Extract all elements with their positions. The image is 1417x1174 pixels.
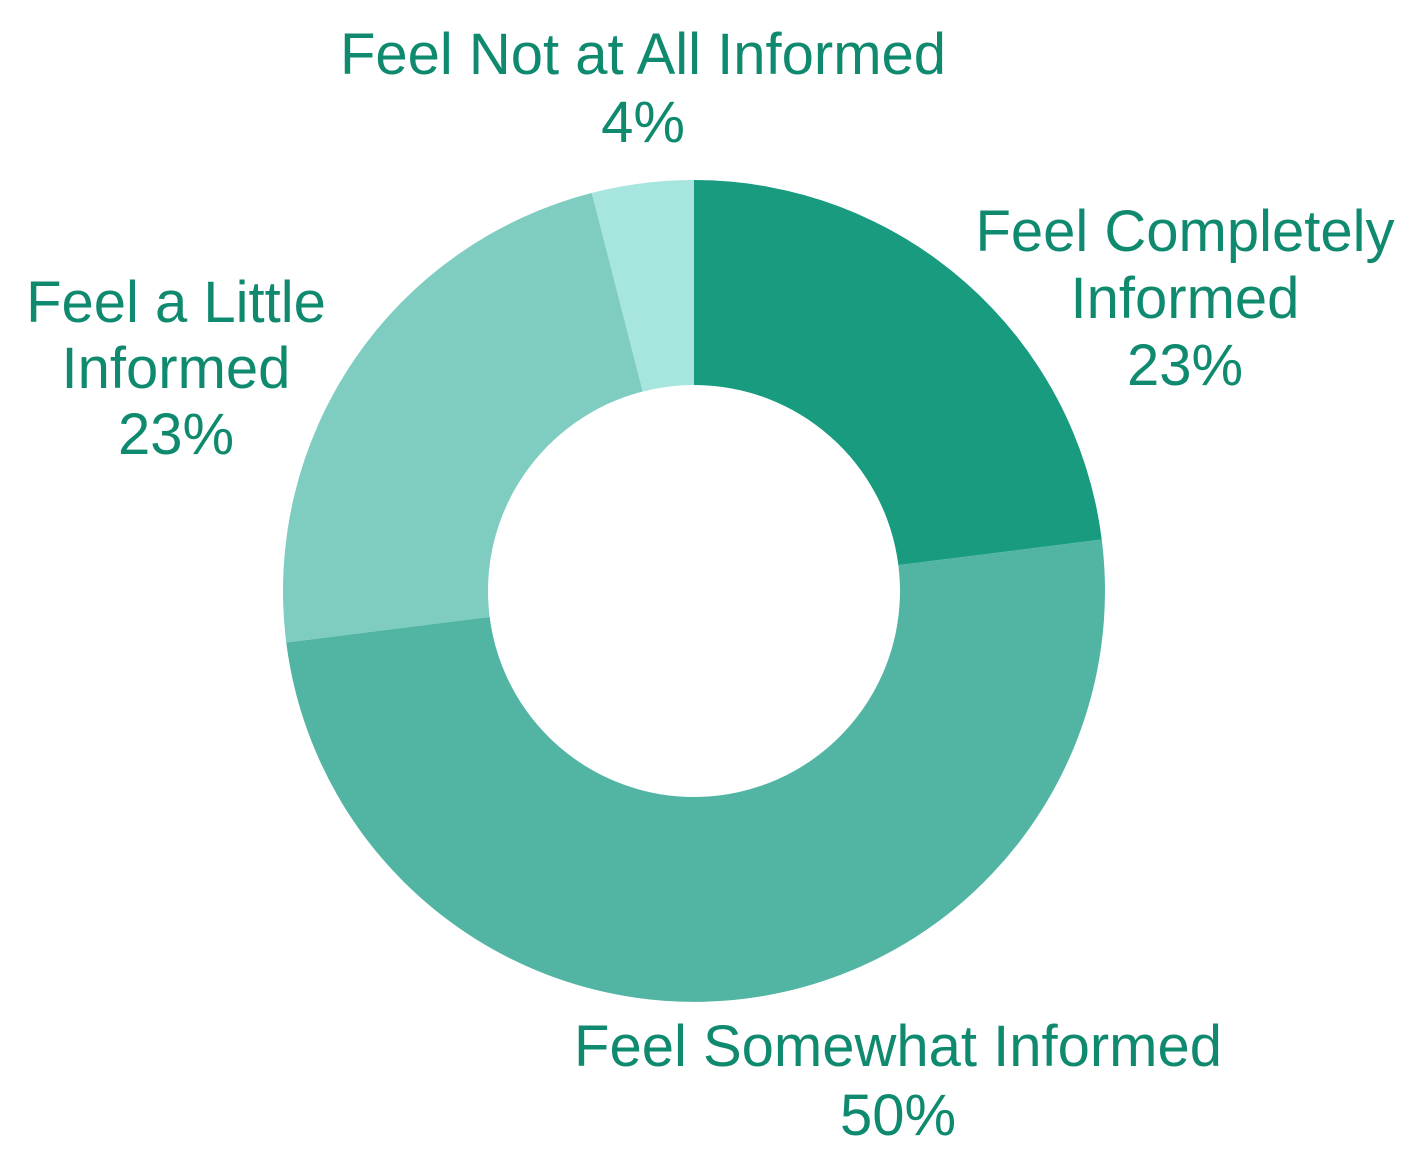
- donut-slice: [591, 180, 694, 392]
- slice-category-label: Informed: [62, 336, 291, 401]
- slice-category-label: Feel Not at All Informed: [340, 22, 946, 87]
- slice-value-label: 4%: [601, 90, 685, 155]
- slice-category-label: Informed: [1071, 266, 1300, 331]
- donut-slice: [286, 539, 1105, 1002]
- slice-label: Feel Somewhat Informed 50%: [574, 1014, 1222, 1148]
- donut-slice: [694, 180, 1102, 566]
- slice-label: Feel a Little Informed 23%: [26, 270, 326, 467]
- donut-slices: [283, 180, 1105, 1002]
- slice-category-label: Feel Somewhat Informed: [574, 1014, 1222, 1079]
- slice-value-label: 23%: [118, 402, 234, 467]
- slice-labels: Feel Completely Informed 23%Feel Somewhat …: [26, 22, 1394, 1148]
- slice-value-label: 23%: [1127, 333, 1243, 398]
- slice-category-label: Feel Completely: [975, 199, 1394, 264]
- slice-category-label: Feel a Little: [26, 270, 326, 335]
- slice-label: Feel Completely Informed 23%: [975, 199, 1394, 398]
- slice-label: Feel Not at All Informed 4%: [340, 22, 946, 155]
- slice-value-label: 50%: [840, 1083, 956, 1148]
- donut-slice: [283, 192, 643, 643]
